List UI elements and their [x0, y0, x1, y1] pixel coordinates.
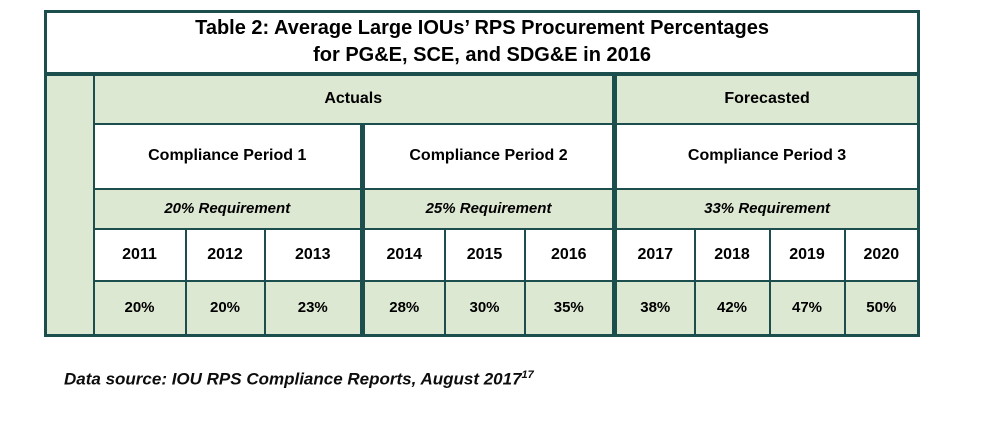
requirement-cell-1: 20% Requirement	[92, 187, 364, 230]
year-cell-2012: 2012	[184, 227, 266, 282]
period-cell-1: Compliance Period 1	[92, 122, 364, 190]
table-title-cell: Table 2: Average Large IOUs’ RPS Procure…	[44, 10, 920, 76]
year-header-row: 2011 2012 2013 2014 2015 2016 2017 2018 …	[46, 227, 920, 282]
value-cell-2015: 30%	[443, 279, 526, 337]
value-cell-2016: 35%	[523, 279, 616, 337]
year-cell-2020: 2020	[843, 227, 920, 282]
year-cell-2011: 2011	[92, 227, 187, 282]
year-cell-2016: 2016	[523, 227, 616, 282]
value-cell-2011: 20%	[92, 279, 187, 337]
period-cell-3: Compliance Period 3	[611, 122, 920, 190]
value-cell-2018: 42%	[693, 279, 771, 337]
requirement-cell-3: 33% Requirement	[611, 187, 920, 230]
period-cell-2: Compliance Period 2	[360, 122, 616, 190]
percentage-value-row: 20% 20% 23% 28% 30% 35% 38% 42% 47% 50%	[46, 279, 920, 337]
stub-column-cell	[44, 72, 95, 337]
data-source-text: Data source: IOU RPS Compliance Reports,…	[64, 369, 522, 389]
group-cell-forecasted: Forecasted	[611, 72, 920, 125]
group-header-row: Actuals Forecasted	[44, 72, 920, 337]
compliance-period-row: Compliance Period 1 Compliance Period 2 …	[46, 122, 920, 190]
value-cell-2012: 20%	[184, 279, 266, 337]
value-cell-2020: 50%	[843, 279, 920, 337]
table-title-line2: for PG&E, SCE, and SDG&E in 2016	[313, 44, 651, 67]
data-source-note: Data source: IOU RPS Compliance Reports,…	[64, 369, 534, 390]
year-cell-2017: 2017	[612, 227, 696, 282]
year-cell-2018: 2018	[693, 227, 771, 282]
value-cell-2019: 47%	[768, 279, 846, 337]
rps-procurement-table: Table 2: Average Large IOUs’ RPS Procure…	[44, 10, 921, 337]
requirement-cell-2: 25% Requirement	[360, 187, 616, 230]
year-cell-2019: 2019	[768, 227, 846, 282]
value-cell-2017: 38%	[612, 279, 696, 337]
table-title-line1: Table 2: Average Large IOUs’ RPS Procure…	[195, 17, 770, 40]
year-cell-2015: 2015	[443, 227, 526, 282]
table-title-row: Table 2: Average Large IOUs’ RPS Procure…	[44, 10, 920, 76]
requirement-row: 20% Requirement 25% Requirement 33% Requ…	[46, 187, 920, 230]
year-cell-2014: 2014	[360, 227, 446, 282]
value-cell-2014: 28%	[360, 279, 446, 337]
year-cell-2013: 2013	[263, 227, 364, 282]
value-cell-2013: 23%	[263, 279, 364, 337]
group-cell-actuals: Actuals	[92, 72, 616, 125]
footnote-superscript: 17	[521, 369, 534, 381]
